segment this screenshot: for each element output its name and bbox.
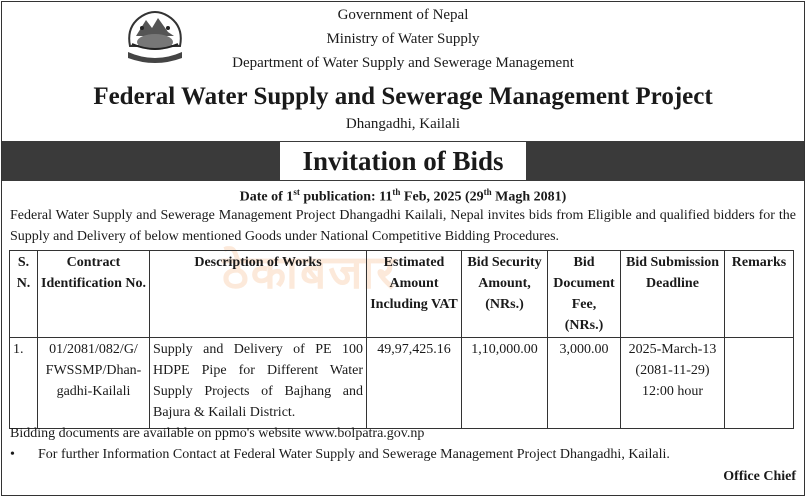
signatory: Office Chief xyxy=(723,469,796,484)
publication-date: Date of 1st publication: 11th Feb, 2025 … xyxy=(239,187,567,205)
project-name: Federal Water Supply and Sewerage Manage… xyxy=(93,83,713,110)
header-estimated-amount: Estimated Amount Including VAT xyxy=(366,250,462,338)
cell-deadline: 2025-March-13 (2081-11-29) 12:00 hour xyxy=(620,337,725,429)
header-contract-id: Contract Identification No. xyxy=(37,250,150,338)
bids-table: S. N. Contract Identification No. Descri… xyxy=(9,250,794,429)
table-row: 1. 01/2081/082/G/ FWSSMP/Dhan-gadhi-Kail… xyxy=(9,337,794,429)
intro-paragraph: Federal Water Supply and Sewerage Manage… xyxy=(10,208,796,244)
cell-document-fee: 3,000.00 xyxy=(547,337,621,429)
contact-line: • For further Information Contact at Fede… xyxy=(10,446,670,464)
ministry-line: Ministry of Water Supply xyxy=(326,31,480,47)
cell-contract-id: 01/2081/082/G/ FWSSMP/Dhan-gadhi-Kailali xyxy=(37,337,150,429)
header-document-fee: Bid Document Fee, (NRs.) xyxy=(547,250,621,338)
cell-remarks xyxy=(724,337,794,429)
header-description: Description of Works xyxy=(149,250,367,338)
cell-description: Supply and Delivery of PE 100 HDPE Pipe … xyxy=(149,337,367,429)
contact-text: For further Information Contact at Feder… xyxy=(38,447,670,462)
deadline-nepali-date: (2081-11-29) xyxy=(635,363,710,378)
header-deadline: Bid Submission Deadline xyxy=(620,250,725,338)
project-location: Dhangadhi, Kailali xyxy=(345,116,461,132)
header-remarks: Remarks xyxy=(724,250,794,338)
header-bid-security: Bid Security Amount, (NRs.) xyxy=(461,250,548,338)
bullet-icon: • xyxy=(10,447,15,462)
government-line: Government of Nepal xyxy=(337,7,469,23)
cell-sn: 1. xyxy=(9,337,38,429)
cell-estimated-amount: 49,97,425.16 xyxy=(366,337,462,429)
notice-title: Invitation of Bids xyxy=(280,142,526,180)
deadline-date: 2025-March-13 xyxy=(628,342,717,357)
nepal-emblem-icon xyxy=(128,11,182,63)
deadline-time: 12:00 hour xyxy=(641,384,704,399)
table-header-row: S. N. Contract Identification No. Descri… xyxy=(9,250,794,338)
cell-bid-security: 1,10,000.00 xyxy=(461,337,548,429)
header-sn: S. N. xyxy=(9,250,38,338)
documents-availability: Bidding documents are available on ppmo'… xyxy=(10,426,425,441)
department-line: Department of Water Supply and Sewerage … xyxy=(232,55,574,71)
